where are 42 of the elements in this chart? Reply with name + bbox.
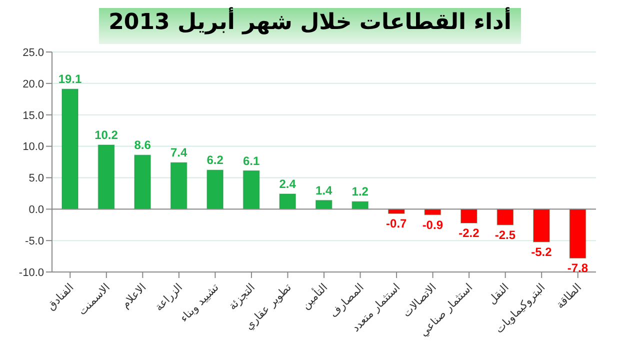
data-label: 2.4 [279,177,296,192]
x-tick-label: الاعلام [118,280,149,311]
data-label: 7.4 [170,146,188,160]
data-label: -5.2 [531,244,552,259]
chart-title: أداء القطاعات خلال شهر أبريل 2013 [98,8,522,44]
x-tick-label: التجزئة [226,280,258,313]
y-tick-label: 10.0 [22,141,44,154]
bar [496,208,514,226]
data-label: -2.2 [458,226,480,240]
data-label: 1.2 [352,184,369,199]
data-label: 1.4 [316,183,333,198]
bar [170,162,188,210]
bar [532,208,550,242]
bar [569,208,586,259]
bar [62,88,78,210]
data-label: 19.1 [58,72,82,86]
data-label: 8.6 [134,138,152,152]
y-tick-label: 0.0 [28,204,44,216]
y-tick-label: 20.0 [22,78,44,90]
y-tick-label: 15.0 [22,110,44,122]
y-tick-label: 25.0 [22,46,44,59]
bar [134,154,152,210]
x-tick-label: التأمين [298,280,330,312]
y-tick-label: 5.0 [28,172,44,185]
bar [460,208,478,224]
bar [98,144,115,210]
x-tick-label: الطاقة [554,280,584,312]
bar [424,208,442,216]
y-tick-label: -10.0 [18,266,44,279]
data-label: -2.5 [494,228,516,242]
data-label: 10.2 [94,128,118,142]
data-label: -0.9 [422,218,444,232]
data-label: -7.8 [567,261,588,276]
bar [279,194,296,210]
data-label: -0.7 [386,216,408,231]
bar [242,170,260,210]
data-label: 6.2 [206,153,224,168]
x-tick-label: الاسمنت [76,280,113,318]
bar [206,170,224,210]
y-tick-label: -5.0 [25,235,44,248]
data-label: 6.1 [242,154,260,168]
x-tick-label: الفنادق [44,280,76,313]
